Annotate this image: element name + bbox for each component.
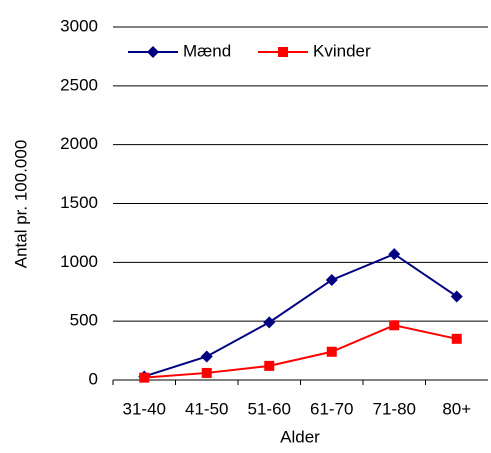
data-point bbox=[450, 290, 463, 303]
data-point bbox=[389, 320, 400, 331]
x-tick-label: 41-50 bbox=[185, 399, 228, 418]
data-point bbox=[264, 360, 275, 371]
y-tick-label: 2500 bbox=[60, 75, 98, 94]
y-tick-label: 500 bbox=[70, 311, 98, 330]
data-point bbox=[200, 350, 213, 363]
data-point bbox=[451, 333, 462, 344]
data-point bbox=[326, 346, 337, 357]
x-axis-label: Alder bbox=[280, 427, 320, 446]
y-tick-label: 1000 bbox=[60, 252, 98, 271]
legend-marker bbox=[278, 47, 288, 57]
x-tick-label: 51-60 bbox=[248, 399, 291, 418]
data-point bbox=[201, 367, 212, 378]
x-tick-label: 31-40 bbox=[123, 399, 166, 418]
y-tick-label: 1500 bbox=[60, 193, 98, 212]
y-tick-label: 0 bbox=[89, 369, 98, 388]
data-point bbox=[325, 273, 338, 286]
legend-label: Mænd bbox=[183, 41, 231, 60]
legend-label: Kvinder bbox=[313, 41, 371, 60]
series-line bbox=[144, 324, 457, 379]
y-tick-label: 3000 bbox=[60, 16, 98, 35]
data-point bbox=[388, 248, 401, 261]
x-tick-label: 71-80 bbox=[373, 399, 416, 418]
y-tick-label: 2000 bbox=[60, 134, 98, 153]
y-axis-label: Antal pr. 100.000 bbox=[11, 140, 30, 269]
legend-marker bbox=[147, 46, 159, 58]
data-point bbox=[263, 316, 276, 329]
data-point bbox=[139, 372, 150, 383]
x-tick-label: 80+ bbox=[442, 399, 471, 418]
series-line bbox=[143, 252, 458, 378]
x-tick-label: 61-70 bbox=[310, 399, 353, 418]
